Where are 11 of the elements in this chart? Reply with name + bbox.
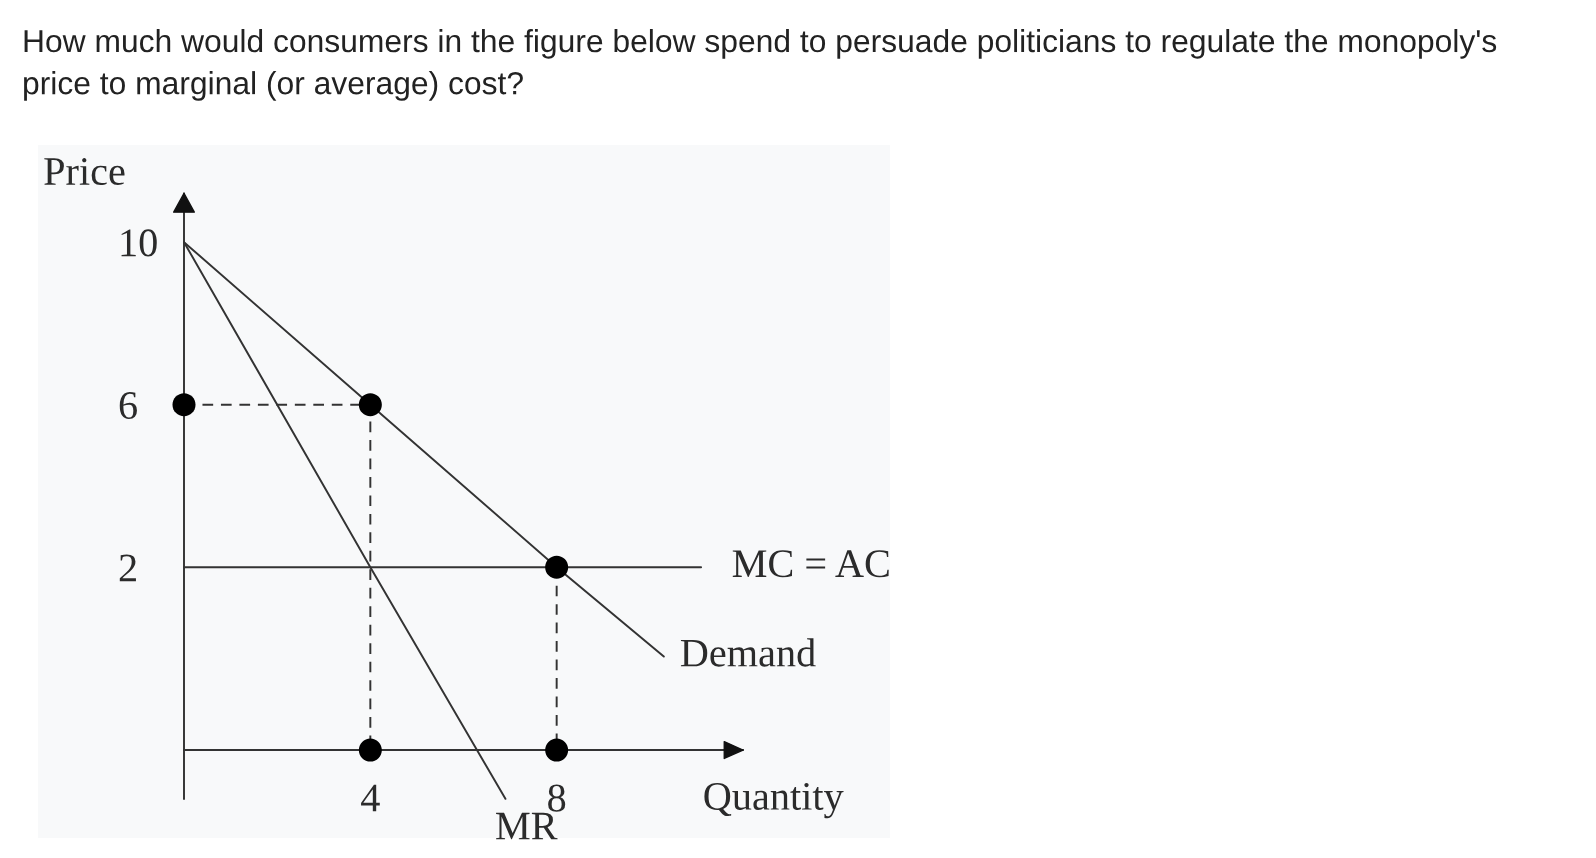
series-label: MC = AC [732, 550, 889, 578]
x-tick-label: 8 [548, 784, 566, 812]
y-tick-label: 2 [119, 554, 136, 582]
x-tick-label: 4 [361, 784, 380, 812]
y-tick-label: 6 [119, 391, 137, 420]
y-axis-title: Price [44, 158, 125, 186]
x-axis-title: Quantity [704, 782, 844, 819]
series-label: Demand [680, 638, 816, 667]
y-tick-label: 10 [121, 229, 157, 257]
series-label: MR [496, 812, 558, 840]
chart-title: How much would consumers in the figure below spend to persuade politicians to regulate the monopoly's price to marginal (or average) cost? [24, 29, 1497, 101]
